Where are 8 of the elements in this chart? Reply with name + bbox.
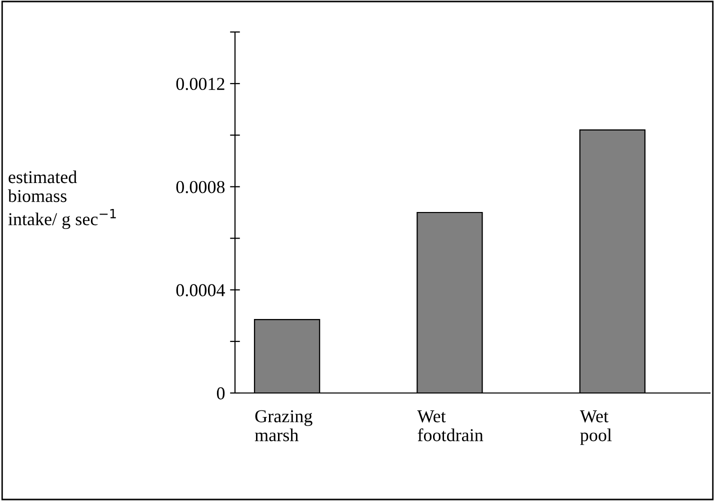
y-tick-label: 0.0012 [176,78,224,90]
y-tick-label: 0 [216,387,225,400]
x-tick-label: Wet footdrain [417,410,484,442]
x-tick-label: Wet pool [580,410,612,445]
y-tick-label: 0.0008 [176,180,225,194]
y-axis-title: estimated biomass intake/ g sec$^{−1}$ [8,170,116,230]
x-tick-label: Grazing marsh [254,410,312,442]
y-tick-label: 0.0004 [176,284,225,296]
